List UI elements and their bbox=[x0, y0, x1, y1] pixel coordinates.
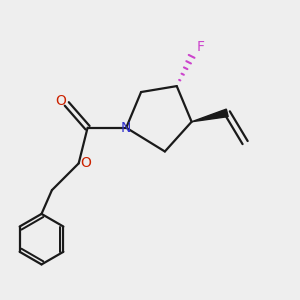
Text: F: F bbox=[197, 40, 205, 55]
Text: O: O bbox=[81, 156, 92, 170]
Text: N: N bbox=[121, 121, 131, 135]
Polygon shape bbox=[192, 109, 228, 122]
Text: O: O bbox=[56, 94, 66, 108]
